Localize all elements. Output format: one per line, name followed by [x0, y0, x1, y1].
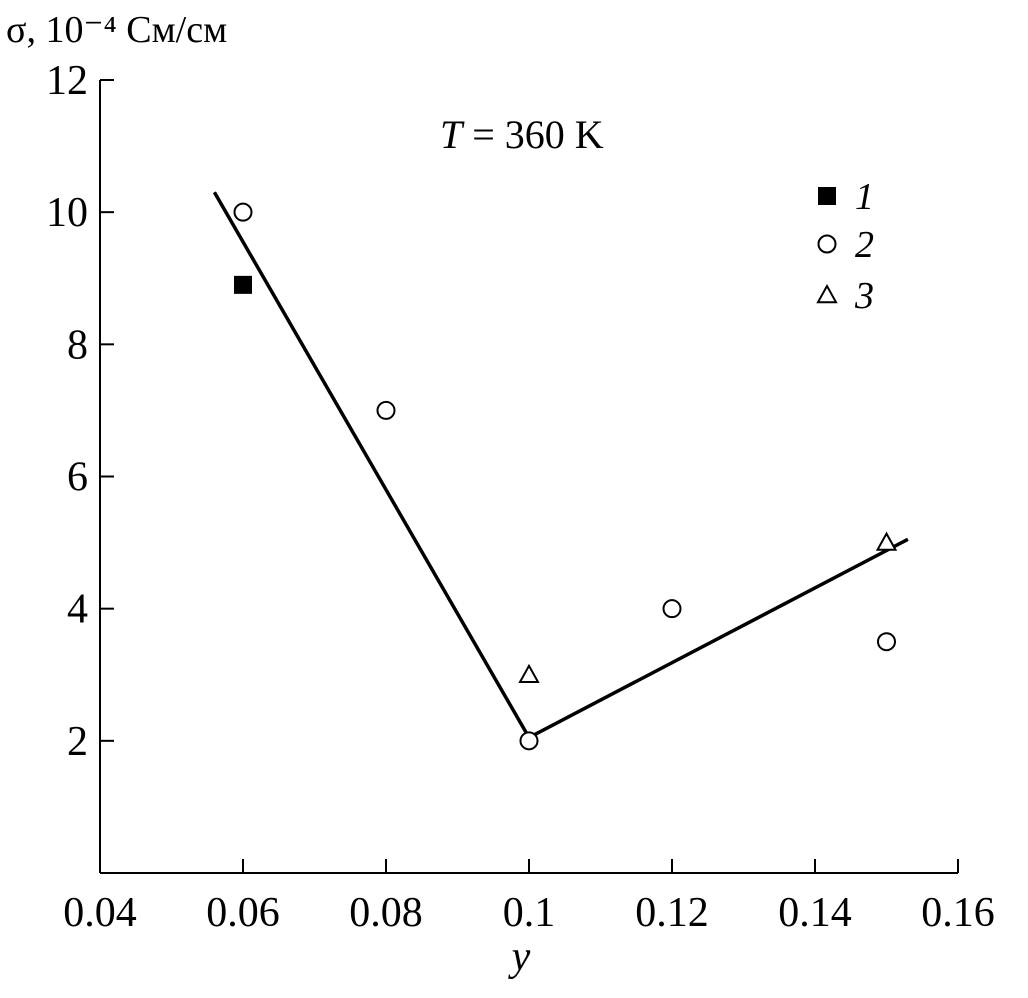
x-tick-label: 0.14: [778, 890, 852, 936]
x-tick-label: 0.04: [63, 890, 137, 936]
data-point-series-2: [877, 632, 896, 652]
y-ticks: 2 4 6 8 10 12: [46, 58, 114, 765]
fit-line: [212, 191, 909, 740]
legend: 1 2 3: [816, 176, 874, 317]
legend-label-2: 2: [855, 224, 874, 266]
legend-label-1: 1: [855, 176, 874, 218]
y-tick-label: 4: [67, 587, 88, 633]
y-tick-label: 2: [67, 719, 88, 765]
legend-label-3: 3: [854, 275, 874, 317]
data-point-series-2: [662, 599, 682, 619]
y-axis-label: σ, 10⁻⁴ См/см: [6, 9, 227, 51]
y-tick-label: 8: [67, 322, 88, 368]
y-tick-label: 6: [67, 455, 88, 501]
data-points: [233, 202, 898, 751]
data-point-series-2: [376, 400, 396, 420]
data-point-series-3: [518, 663, 540, 683]
annotation-prefix: T: [440, 112, 465, 157]
y-tick-label: 10: [46, 190, 88, 236]
x-tick-label: 0.08: [349, 890, 423, 936]
x-tick-label: 0.1: [503, 890, 556, 936]
data-point-series-2: [233, 202, 253, 222]
legend-marker-1: [818, 187, 836, 205]
x-ticks: 0.04 0.06 0.08 0.1 0.12 0.14 0.16: [63, 859, 995, 936]
legend-marker-2: [817, 234, 837, 254]
data-point-series-1: [234, 275, 252, 294]
x-tick-label: 0.16: [921, 890, 995, 936]
y-tick-label: 12: [46, 58, 88, 104]
data-point-series-2: [519, 731, 539, 751]
annotation-rest: = 360 K: [462, 112, 604, 157]
temperature-annotation: T = 360 K: [440, 112, 604, 157]
data-point-series-3: [875, 531, 898, 551]
fit-polyline: [212, 191, 909, 740]
x-tick-label: 0.12: [635, 890, 709, 936]
x-tick-label: 0.06: [206, 890, 280, 936]
legend-marker-3: [816, 283, 838, 304]
x-axis-label: y: [508, 934, 531, 980]
